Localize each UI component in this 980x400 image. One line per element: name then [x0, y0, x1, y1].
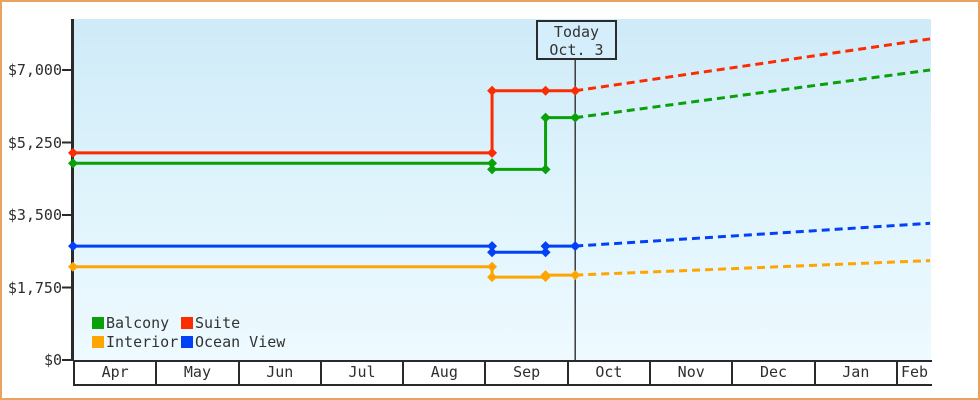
data-point-marker-balcony: [68, 158, 78, 169]
data-point-marker-ocean-view: [540, 247, 551, 258]
series-projection-suite: [574, 37, 931, 93]
data-point-marker-balcony: [487, 158, 498, 169]
series-projection-balcony: [575, 68, 931, 120]
month-label-feb: Feb: [900, 363, 929, 381]
legend-label-ocean-view: Ocean View: [195, 332, 286, 351]
data-point-marker-balcony: [570, 112, 581, 123]
data-point-marker-ocean-view: [540, 241, 551, 252]
data-point-marker-interior: [570, 270, 581, 281]
data-point-marker-ocean-view: [570, 241, 581, 252]
legend-label-suite: Suite: [195, 313, 241, 332]
month-label-may: May: [157, 362, 240, 384]
series-line-ocean-view: [73, 244, 576, 254]
month-label-oct: Oct: [569, 362, 652, 384]
data-point-marker-interior: [540, 270, 551, 281]
legend-swatch-ocean-view: [181, 335, 193, 348]
x-axis-month-row: Apr May Jun Jul Aug Sep Oct Nov Dec Jan Feb: [73, 360, 932, 386]
data-point-marker-ocean-view: [487, 241, 498, 252]
data-point-marker-suite: [487, 147, 498, 158]
month-label-jun: Jun: [240, 362, 322, 384]
chart-legend: Balcony Suite Interior Ocean View: [92, 313, 285, 351]
legend-item-interior: Interior: [92, 332, 181, 351]
data-point-marker-balcony: [487, 164, 498, 175]
month-label-nov: Nov: [651, 362, 734, 384]
y-axis-label-5250: $5,250: [7, 133, 62, 152]
legend-swatch-interior: [92, 335, 104, 348]
data-point-marker-interior: [487, 272, 498, 283]
series-line-suite: [73, 89, 576, 155]
month-label-dec: Dec: [733, 362, 816, 384]
today-marker-label: Today Oct. 3: [536, 20, 617, 60]
data-point-marker-balcony: [540, 164, 551, 175]
y-axis-label-3500: $3,500: [7, 206, 62, 224]
legend-item-suite: Suite: [181, 313, 285, 332]
legend-item-balcony: Balcony: [92, 313, 181, 332]
legend-swatch-balcony: [92, 316, 104, 329]
legend-label-interior: Interior: [106, 332, 179, 351]
data-point-marker-suite: [570, 85, 581, 96]
month-label-jan: Jan: [816, 362, 898, 384]
series-projection-interior: [575, 259, 931, 277]
data-point-marker-ocean-view: [68, 241, 78, 252]
today-label-line2: Oct. 3: [549, 41, 604, 59]
today-label-line1: Today: [553, 23, 600, 41]
data-point-marker-suite: [68, 147, 78, 158]
data-point-marker-interior: [487, 261, 498, 272]
data-point-marker-interior: [68, 261, 78, 272]
data-point-marker-ocean-view: [487, 247, 498, 258]
legend-item-ocean-view: Ocean View: [181, 332, 285, 351]
y-axis-label-0: $0: [43, 351, 62, 369]
month-label-sep: Sep: [486, 362, 569, 384]
y-axis-label-1750: $1,750: [7, 278, 62, 297]
month-label-jul: Jul: [322, 362, 405, 384]
series-projection-ocean-view: [575, 221, 931, 248]
data-point-marker-suite: [540, 85, 551, 96]
legend-swatch-suite: [181, 316, 193, 329]
data-point-marker-balcony: [540, 112, 551, 123]
series-line-balcony: [73, 116, 576, 171]
legend-label-balcony: Balcony: [106, 313, 170, 332]
series-line-interior: [73, 265, 576, 279]
month-label-aug: Aug: [404, 362, 487, 384]
y-axis-label-7000: $7,000: [7, 61, 62, 79]
data-point-marker-suite: [487, 85, 498, 96]
month-label-apr: Apr: [75, 362, 158, 384]
plot-background: [74, 19, 931, 360]
